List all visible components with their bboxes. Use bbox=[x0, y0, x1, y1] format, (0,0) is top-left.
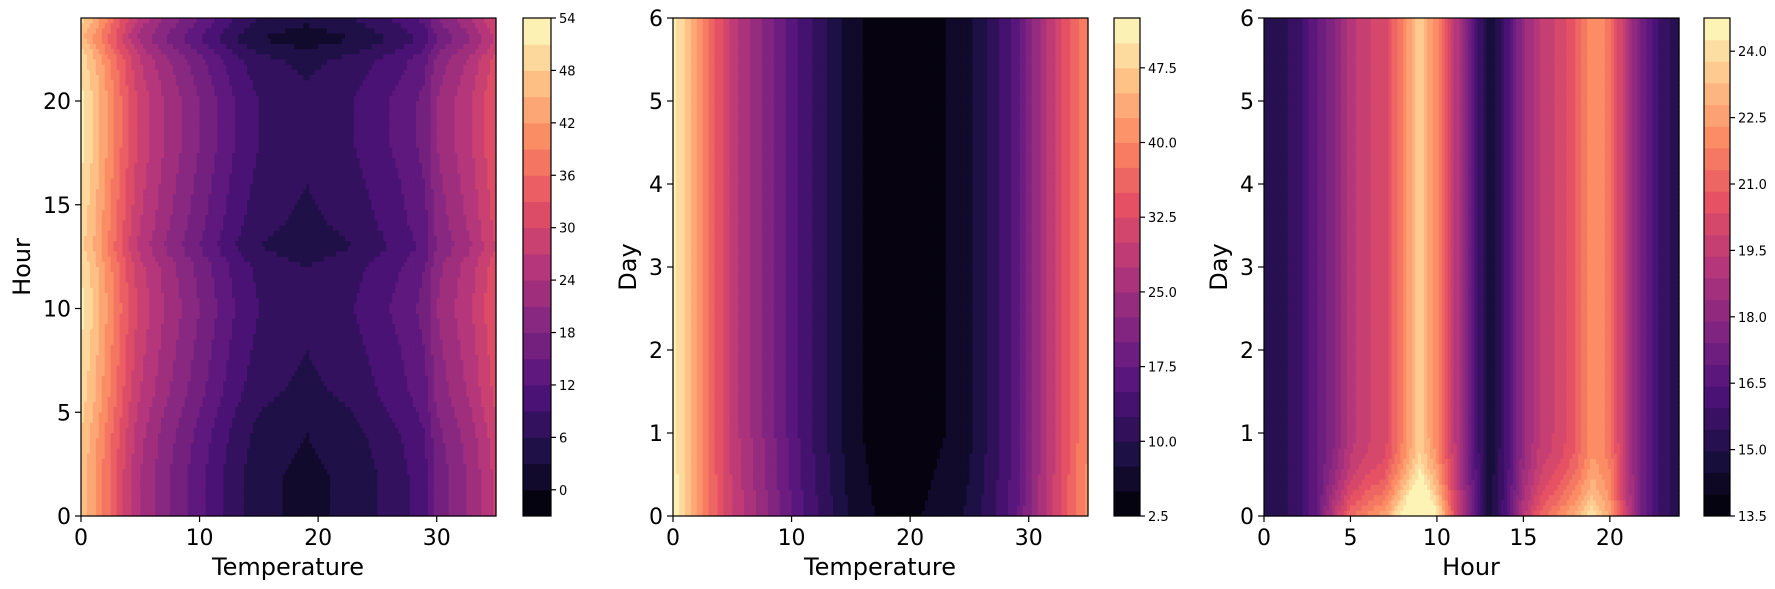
heatmap-image bbox=[81, 18, 497, 517]
